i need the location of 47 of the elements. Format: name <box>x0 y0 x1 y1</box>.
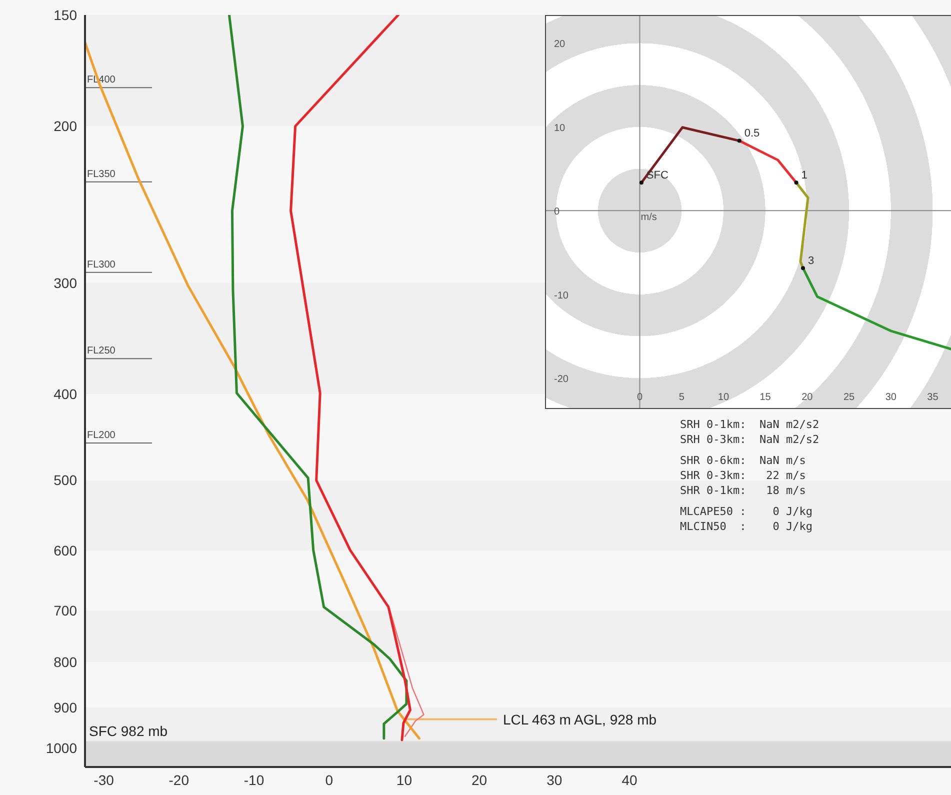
annotation: MLCAPE50 : 0 J/kg <box>680 504 814 519</box>
annotation: SHR 0-6km: NaN m/s <box>680 453 807 468</box>
annotation: LCL 463 m AGL, 928 mb <box>502 711 657 728</box>
y-tick-label: 600 <box>54 542 78 559</box>
x-tick-label: 30 <box>885 392 897 403</box>
annotation: SFC <box>646 170 668 182</box>
y-tick-label: 10 <box>554 122 566 134</box>
x-tick-label: 35 <box>927 392 939 403</box>
x-tick-label: 15 <box>760 392 772 403</box>
x-tick-label: 20 <box>802 392 814 403</box>
y-tick-label: 900 <box>54 699 78 716</box>
annotation: SRH 0-3km: NaN m2/s2 <box>680 432 820 447</box>
x-tick-label: -30 <box>94 772 114 788</box>
x-tick-label: 20 <box>472 772 488 788</box>
x-axis-title: m/s <box>640 212 657 223</box>
y-tick-label: 500 <box>54 472 78 488</box>
y-tick-label: 20 <box>554 39 566 50</box>
x-tick-label: 5 <box>678 392 685 403</box>
x-tick-label: 10 <box>396 772 412 788</box>
x-tick-label: 10 <box>718 392 730 403</box>
x-tick-label: -10 <box>244 772 264 788</box>
x-tick-label: 30 <box>546 772 562 788</box>
annotation: SHR 0-3km: 22 m/s <box>680 468 807 483</box>
annotation: 3 <box>808 255 814 268</box>
y-tick-label: 150 <box>54 6 78 23</box>
y-tick-label: 800 <box>54 654 78 670</box>
x-tick-label: 40 <box>622 772 638 788</box>
y-tick-label: -20 <box>554 374 569 386</box>
annotation: SHR 0-1km: 18 m/s <box>680 483 807 498</box>
y-tick-label: 700 <box>54 602 78 618</box>
x-tick-label: 25 <box>843 392 856 403</box>
y-tick-label: 200 <box>54 118 78 134</box>
y-tick-label: 400 <box>54 386 78 402</box>
y-tick-label: 1000 <box>46 740 78 756</box>
annotation: 0.5 <box>744 128 760 140</box>
ref-line-label: FL200 <box>87 430 116 441</box>
x-tick-label: 0 <box>325 772 334 788</box>
y-tick-label: 300 <box>54 274 78 291</box>
band-label: SFC 982 mb <box>89 723 168 740</box>
annotation: SRH 0-1km: NaN m2/s2 <box>680 417 820 432</box>
annotation: MLCIN50 : 0 J/kg <box>680 519 814 534</box>
annotation: 1 <box>801 170 808 182</box>
y-tick-label: -10 <box>554 290 569 302</box>
x-tick-label: -20 <box>168 772 190 788</box>
ref-line-label: FL300 <box>87 259 116 270</box>
ref-line-label: FL250 <box>87 346 116 357</box>
ref-line-label: FL350 <box>87 168 116 180</box>
